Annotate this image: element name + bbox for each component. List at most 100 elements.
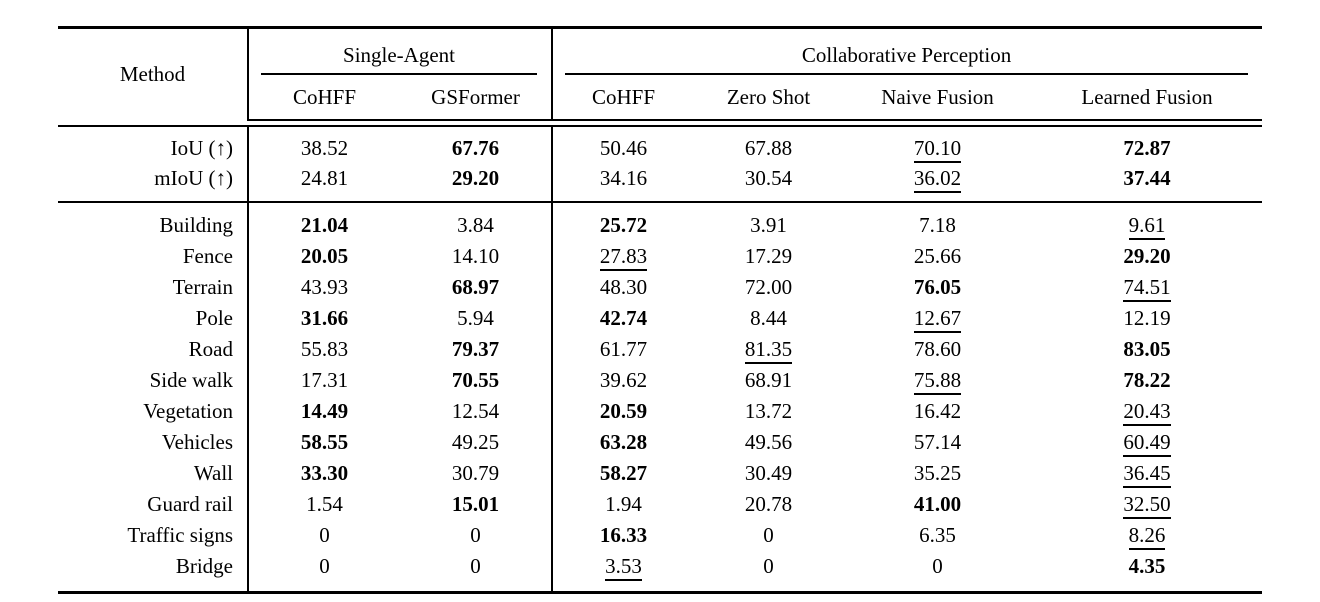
value-cell: 74.51 <box>1032 272 1262 303</box>
value-cell: 30.54 <box>744 165 793 190</box>
value-cell: 24.81 <box>300 165 349 190</box>
row-label: Side walk <box>58 365 249 396</box>
value-cell: 29.20 <box>1123 244 1171 269</box>
value-cell: 38.52 <box>300 135 349 160</box>
col-sa-gsformer: GSFormer <box>400 75 553 121</box>
col-cp-zero-shot: Zero Shot <box>694 75 844 121</box>
row-label: IoU (↑) <box>58 126 249 163</box>
value-cell: 67.76 <box>451 135 500 160</box>
value-cell: 30.79 <box>451 461 500 486</box>
value-cell: 13.72 <box>744 399 793 424</box>
value-cell: 20.78 <box>744 492 793 517</box>
metric-rows: IoU (↑) 38.52 67.76 50.46 67.88 70.10 72.87 mIo… <box>58 126 1263 202</box>
value-cell: 25.66 <box>913 244 962 269</box>
col-cp-naive-fusion: Naive Fusion <box>843 75 1033 121</box>
value-cell: 58.27 <box>551 458 695 489</box>
table-row: Road 55.83 79.37 61.77 81.35 78.60 83.05 <box>58 334 1262 365</box>
value-cell: 57.14 <box>913 430 962 455</box>
value-cell: 49.56 <box>744 430 793 455</box>
value-cell: 33.30 <box>300 461 349 486</box>
value-cell: 3.53 <box>551 551 695 593</box>
value-cell: 6.35 <box>919 523 956 548</box>
value-cell: 63.28 <box>551 427 695 458</box>
value-cell: 7.18 <box>919 213 956 238</box>
value-cell: 29.20 <box>451 165 500 190</box>
table-row: Wall 33.30 30.79 58.27 30.49 35.25 36.45 <box>58 458 1262 489</box>
value-cell: 8.44 <box>750 306 787 331</box>
value-cell: 70.10 <box>843 126 1032 163</box>
value-cell: 41.00 <box>913 492 962 517</box>
value-cell: 39.62 <box>551 365 695 396</box>
group-collaborative-perception: Collaborative Perception <box>551 27 1263 75</box>
table-row: Bridge 0 0 3.53 0 0 4.35 <box>58 551 1262 593</box>
value-cell: 1.94 <box>551 489 695 520</box>
value-cell: 14.10 <box>451 244 500 269</box>
value-cell: 78.22 <box>1123 368 1171 393</box>
value-cell: 12.54 <box>451 399 500 424</box>
col-sa-cohff: CoHFF <box>248 75 400 121</box>
row-label: Guard rail <box>58 489 249 520</box>
value-cell: 76.05 <box>913 275 962 300</box>
value-cell: 0 <box>763 523 774 548</box>
value-cell: 31.66 <box>300 306 349 331</box>
class-rows: Building 21.04 3.84 25.72 3.91 7.18 9.61 Fence 2… <box>58 202 1262 593</box>
results-table: Method Single-Agent Collaborative Percep… <box>58 26 1263 594</box>
column-header-row: CoHFF GSFormer CoHFF Zero Shot Naive Fus… <box>58 75 1263 121</box>
value-cell: 67.88 <box>744 135 793 160</box>
row-label: mIoU (↑) <box>58 163 249 202</box>
value-cell: 37.44 <box>1123 165 1171 190</box>
value-cell: 15.01 <box>451 492 500 517</box>
table-row: IoU (↑) 38.52 67.76 50.46 67.88 70.10 72.87 <box>58 126 1262 163</box>
value-cell: 20.59 <box>551 396 695 427</box>
value-cell: 20.43 <box>1032 396 1262 427</box>
double-rule <box>58 120 1263 127</box>
row-label: Pole <box>58 303 249 334</box>
value-cell: 3.91 <box>750 213 787 238</box>
value-cell: 48.30 <box>551 272 695 303</box>
table-row: Guard rail 1.54 15.01 1.94 20.78 41.00 32.50 <box>58 489 1262 520</box>
value-cell: 49.25 <box>451 430 500 455</box>
value-cell: 72.00 <box>744 275 793 300</box>
value-cell: 12.67 <box>843 303 1032 334</box>
value-cell: 4.35 <box>1128 554 1166 579</box>
value-cell: 14.49 <box>300 399 349 424</box>
group-single-agent-label: Single-Agent <box>261 34 538 75</box>
value-cell: 17.31 <box>300 368 349 393</box>
value-cell: 34.16 <box>551 163 695 202</box>
value-cell: 68.91 <box>744 368 793 393</box>
value-cell: 20.05 <box>300 244 349 269</box>
table-header: Method Single-Agent Collaborative Percep… <box>58 27 1263 121</box>
value-cell: 61.77 <box>551 334 695 365</box>
value-cell: 0 <box>470 554 481 579</box>
row-label: Vegetation <box>58 396 249 427</box>
row-label: Traffic signs <box>58 520 249 551</box>
group-header-row: Method Single-Agent Collaborative Percep… <box>58 27 1263 120</box>
col-cp-learned-fusion: Learned Fusion <box>1032 75 1263 121</box>
value-cell: 36.45 <box>1032 458 1262 489</box>
value-cell: 79.37 <box>451 337 500 362</box>
group-collaborative-perception-label: Collaborative Perception <box>565 34 1249 75</box>
value-cell: 17.29 <box>744 244 793 269</box>
value-cell: 36.02 <box>843 163 1032 202</box>
table-row: Vehicles 58.55 49.25 63.28 49.56 57.14 60.49 <box>58 427 1262 458</box>
table-row: Side walk 17.31 70.55 39.62 68.91 75.88 78.22 <box>58 365 1262 396</box>
value-cell: 0 <box>470 523 481 548</box>
row-label: Vehicles <box>58 427 249 458</box>
value-cell: 60.49 <box>1032 427 1262 458</box>
table-row: Terrain 43.93 68.97 48.30 72.00 76.05 74.51 <box>58 272 1262 303</box>
value-cell: 78.60 <box>913 337 962 362</box>
value-cell: 0 <box>763 554 774 579</box>
value-cell: 0 <box>319 523 330 548</box>
value-cell: 12.19 <box>1123 306 1171 331</box>
row-label: Road <box>58 334 249 365</box>
value-cell: 16.33 <box>551 520 695 551</box>
value-cell: 16.42 <box>913 399 962 424</box>
value-cell: 9.61 <box>1032 202 1262 241</box>
table-row: Pole 31.66 5.94 42.74 8.44 12.67 12.19 <box>58 303 1262 334</box>
value-cell: 81.35 <box>694 334 843 365</box>
table-row: mIoU (↑) 24.81 29.20 34.16 30.54 36.02 37.44 <box>58 163 1262 202</box>
value-cell: 30.49 <box>744 461 793 486</box>
value-cell: 72.87 <box>1123 135 1171 160</box>
method-header: Method <box>58 27 249 120</box>
